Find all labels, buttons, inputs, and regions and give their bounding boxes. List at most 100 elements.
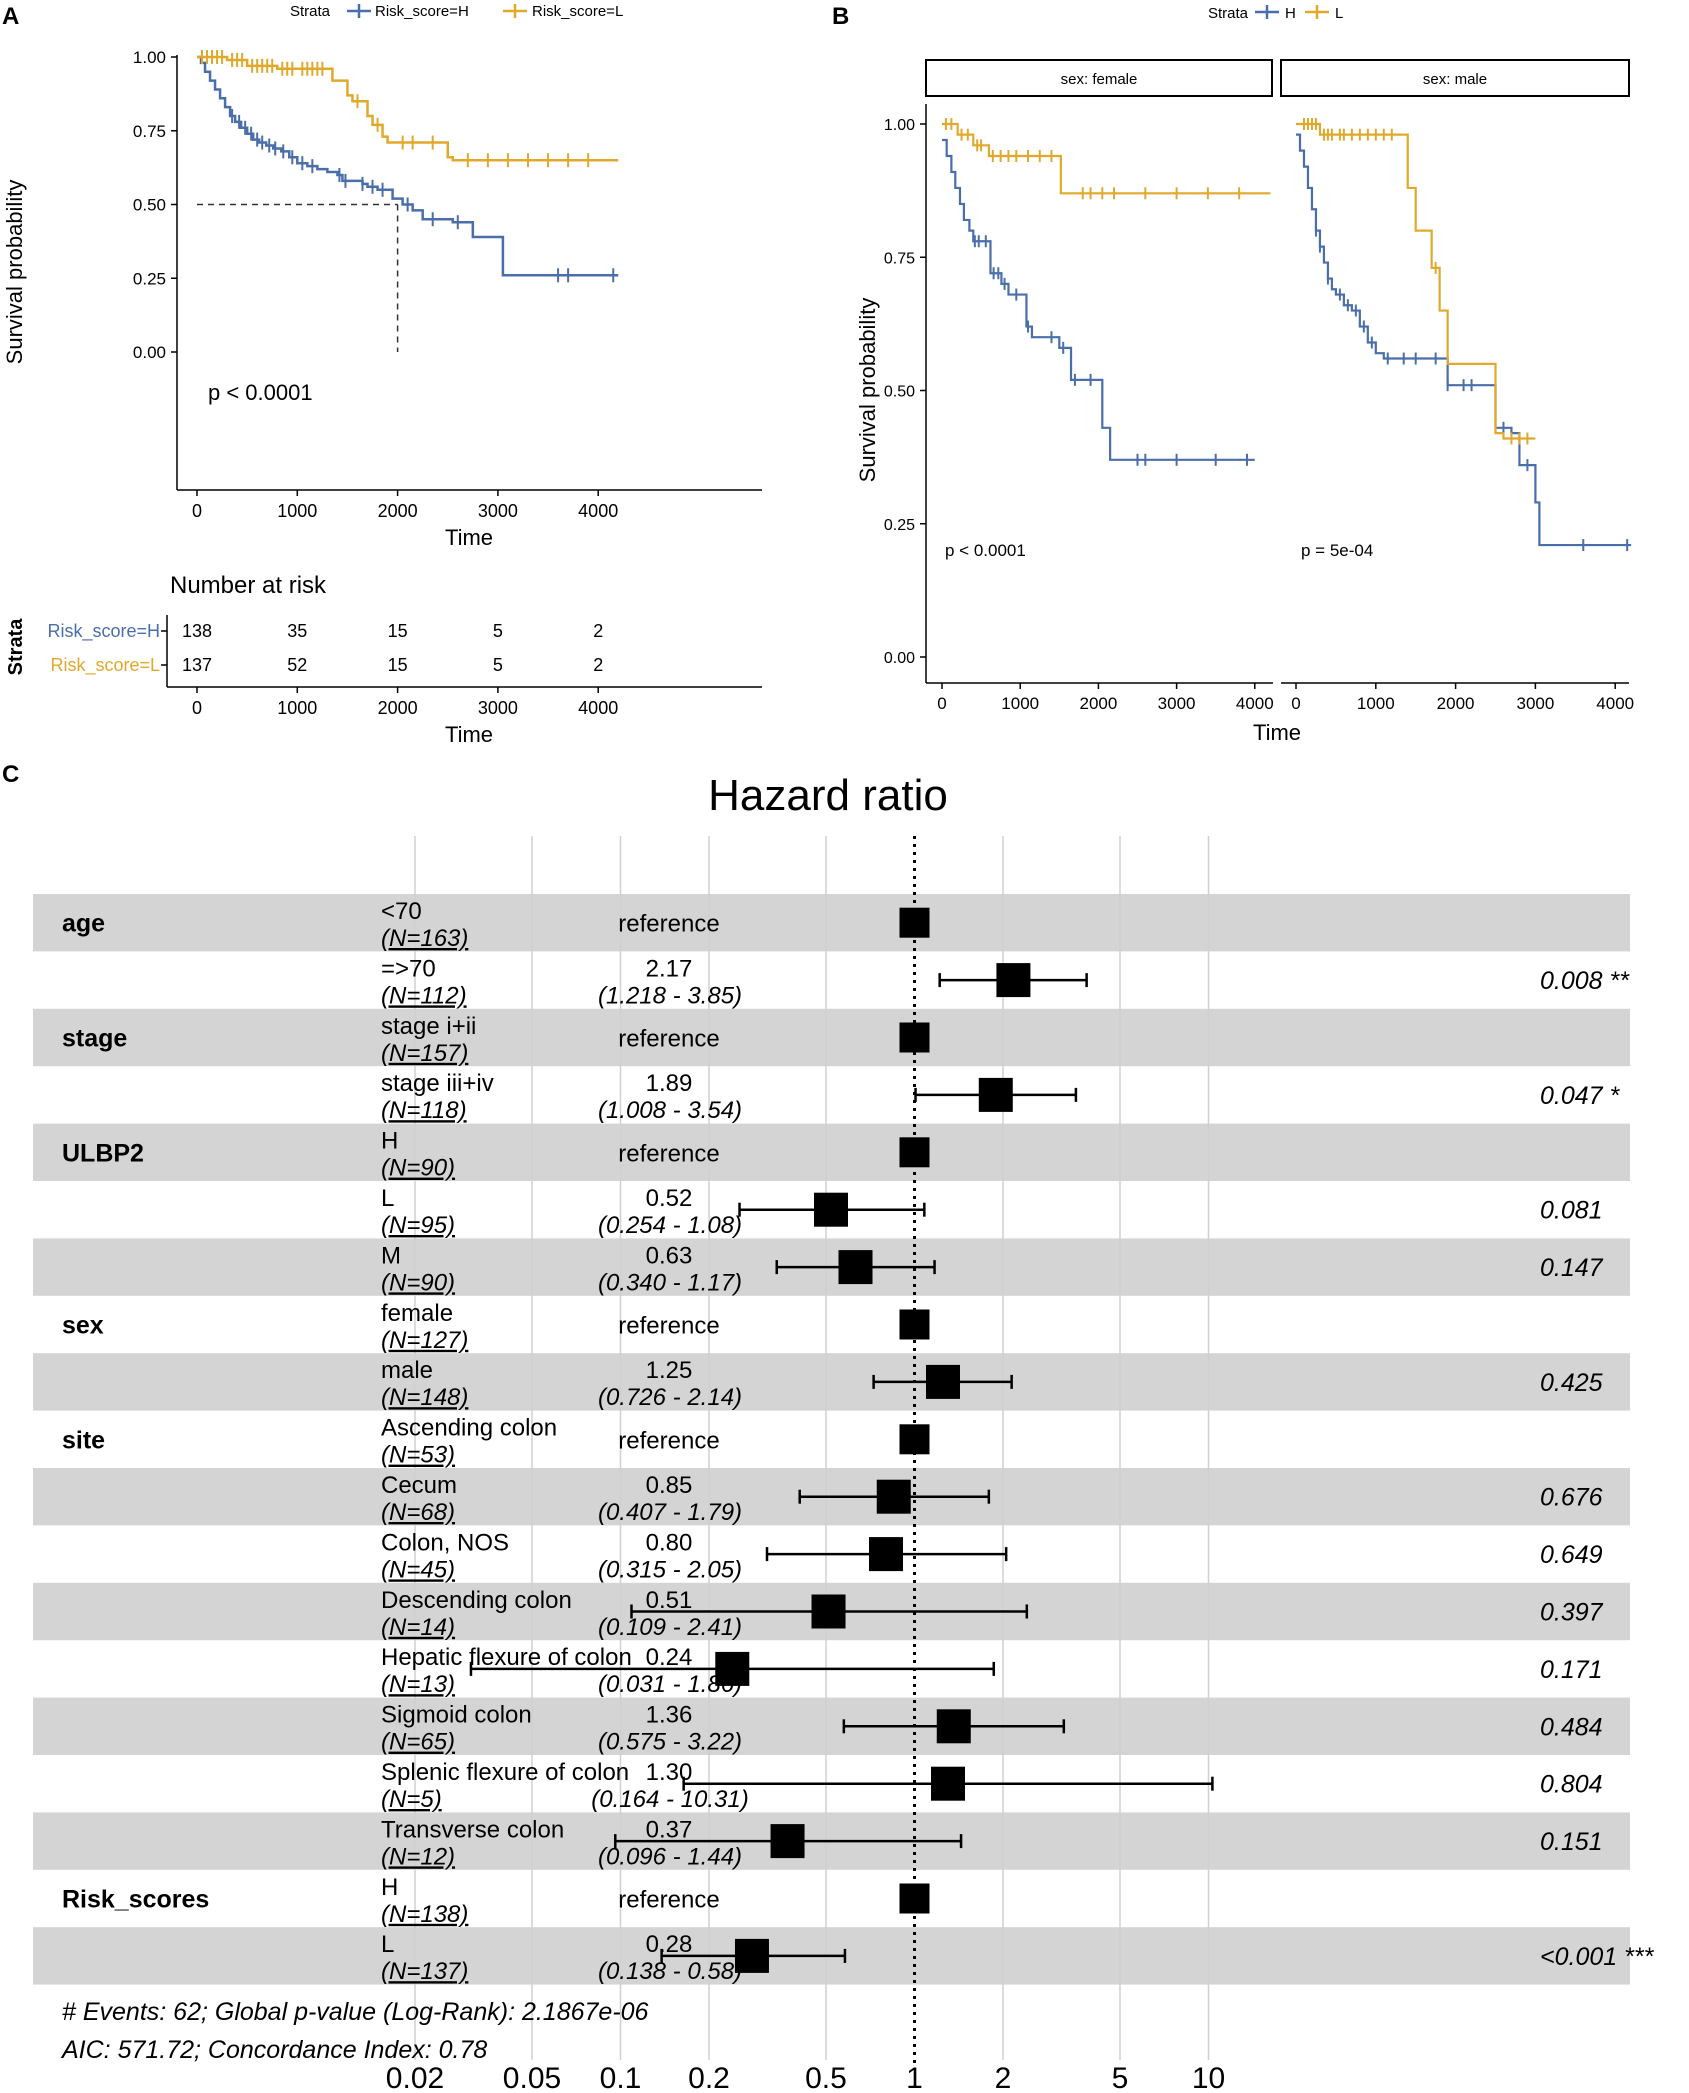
km-b-legend-low-key: [1305, 5, 1329, 19]
forest-hr-value: 1.89: [646, 1070, 693, 1097]
forest-hr-marker: [876, 1479, 911, 1514]
km-b-x-tick-label: 1000: [1001, 694, 1039, 713]
km-b-legend-low: L: [1335, 5, 1343, 22]
km-a-x-label: Time: [445, 525, 493, 550]
forest-n-label: (N=45): [381, 1556, 455, 1583]
forest-hr-marker: [715, 1651, 750, 1686]
forest-level-label: Splenic flexure of colon: [381, 1759, 629, 1786]
forest-n-label: (N=95): [381, 1212, 455, 1239]
forest-level-label: male: [381, 1357, 433, 1384]
forest-hr-marker: [814, 1192, 849, 1227]
risk-table-cell-h: 138: [182, 621, 212, 641]
km-b-y-tick-label: 0.25: [884, 517, 915, 534]
km-b-x-tick-label: 0: [937, 694, 946, 713]
facet-strip-female: [925, 59, 1273, 97]
risk-table-title: Number at risk: [170, 572, 327, 599]
km-b-female-curve-l: [942, 122, 1271, 195]
km-b-x-tick-label: 2000: [1437, 694, 1475, 713]
km-a-y-ticks: 0.00 0.25 0.50 0.75 1.00: [133, 48, 177, 362]
facet-strip-female-label: sex: female: [1061, 71, 1138, 88]
forest-n-label: (N=163): [381, 925, 468, 952]
forest-row-stripe: [33, 1008, 1630, 1067]
forest-hr-marker: [770, 1824, 805, 1859]
risk-table-cell-l: 15: [388, 655, 408, 675]
facet-strip-male-label: sex: male: [1423, 71, 1487, 88]
forest-hr-value: 2.17: [646, 955, 693, 982]
forest-n-label: (N=14): [381, 1614, 455, 1641]
risk-table-cell-h: 35: [287, 621, 307, 641]
forest-level-label: Descending colon: [381, 1587, 572, 1614]
km-b-y-tick-label: 0.75: [884, 250, 915, 267]
km-a-y-tick-label: 0.75: [133, 122, 166, 141]
forest-row-stripe: [33, 894, 1630, 952]
forest-n-label: (N=53): [381, 1442, 455, 1469]
km-a-y-tick-label: 0.00: [133, 343, 166, 362]
forest-n-label: (N=65): [381, 1729, 455, 1756]
km-a-x-tick-label: 0: [192, 501, 202, 521]
km-a-x-tick-label: 3000: [478, 501, 518, 521]
forest-variable-label: site: [62, 1426, 105, 1454]
km-b-x-tick-label: 3000: [1516, 694, 1554, 713]
forest-hr-marker: [899, 1883, 930, 1914]
forest-n-label: (N=90): [381, 1155, 455, 1182]
forest-hr-value: 0.28: [646, 1931, 693, 1958]
forest-ci-value: (0.164 - 10.31): [591, 1786, 748, 1813]
km-b-male-curve-h: [1296, 133, 1632, 547]
forest-hr-marker: [978, 1077, 1013, 1112]
forest-x-tick-label: 0.02: [386, 2062, 444, 2093]
forest-row-stripes: [33, 894, 1630, 1985]
forest-hr-value: 0.85: [646, 1472, 693, 1499]
forest-hr-value: 0.37: [646, 1816, 693, 1843]
risk-table-x-tick-label: 1000: [277, 698, 317, 718]
km-b-legend-title: Strata: [1208, 5, 1249, 22]
km-b-y-tick-label: 0.00: [884, 650, 915, 667]
risk-table-cell-l: 137: [182, 655, 212, 675]
forest-hr-marker: [925, 1364, 960, 1399]
forest-level-label: M: [381, 1242, 401, 1269]
forest-ci-value: (0.407 - 1.79): [598, 1499, 742, 1526]
panel-c: C Hazard ratio age <70(N=163) reference =>7…: [2, 761, 1655, 2093]
forest-p-value: 0.397: [1540, 1599, 1604, 1627]
forest-level-label: L: [381, 1185, 394, 1212]
forest-variable-label: ULBP2: [62, 1139, 144, 1167]
km-b-x-tick-label: 3000: [1158, 694, 1196, 713]
forest-p-value: 0.425: [1540, 1369, 1603, 1397]
forest-hr-value: 0.63: [646, 1242, 693, 1269]
risk-table-cell-l: 5: [493, 655, 503, 675]
forest-p-value: 0.147: [1540, 1254, 1604, 1282]
km-b-curves: [942, 118, 1632, 552]
forest-p-value: 0.081: [1540, 1197, 1603, 1225]
forest-footer-aic: AIC: 571.72; Concordance Index: 0.78: [60, 2036, 487, 2064]
forest-level-label: =>70: [381, 955, 436, 982]
risk-table-row-high-label: Risk_score=H: [47, 621, 160, 642]
km-a-curve-l: [197, 55, 619, 162]
forest-p-value: 0.171: [1540, 1656, 1603, 1684]
km-b-x-tick-label: 4000: [1596, 694, 1634, 713]
forest-hr-value: 0.52: [646, 1185, 693, 1212]
forest-hr-marker: [996, 963, 1031, 998]
forest-n-label: (N=5): [381, 1786, 442, 1813]
forest-row-stripe: [33, 1697, 1630, 1755]
forest-ci-value: (1.218 - 3.85): [598, 982, 742, 1009]
km-b-y-tick-label: 1.00: [884, 117, 915, 134]
forest-level-label: H: [381, 1874, 398, 1901]
forest-n-label: (N=12): [381, 1843, 455, 1870]
km-a-median-lines: [197, 203, 399, 352]
risk-table-row-low-label: Risk_score=L: [50, 655, 160, 676]
km-a-legend-title: Strata: [290, 3, 331, 20]
km-b-y-ticks: 0.00 0.25 0.50 0.75 1.00: [884, 117, 926, 667]
risk-table-strata-label: Strata: [5, 618, 27, 676]
forest-n-label: (N=118): [381, 1097, 467, 1124]
forest-n-label: (N=90): [381, 1269, 455, 1296]
risk-table-x-tick-label: 3000: [478, 698, 518, 718]
forest-footer-events: # Events: 62; Global p-value (Log-Rank):…: [62, 1998, 649, 2026]
forest-variable-label: age: [62, 910, 105, 938]
forest-level-label: Colon, NOS: [381, 1529, 509, 1556]
forest-n-label: (N=112): [381, 982, 467, 1009]
forest-p-value: 0.676: [1540, 1484, 1603, 1512]
km-a-y-tick-label: 0.50: [133, 196, 166, 215]
forest-x-tick-label: 0.5: [805, 2062, 847, 2093]
forest-hr-marker: [899, 1137, 930, 1168]
